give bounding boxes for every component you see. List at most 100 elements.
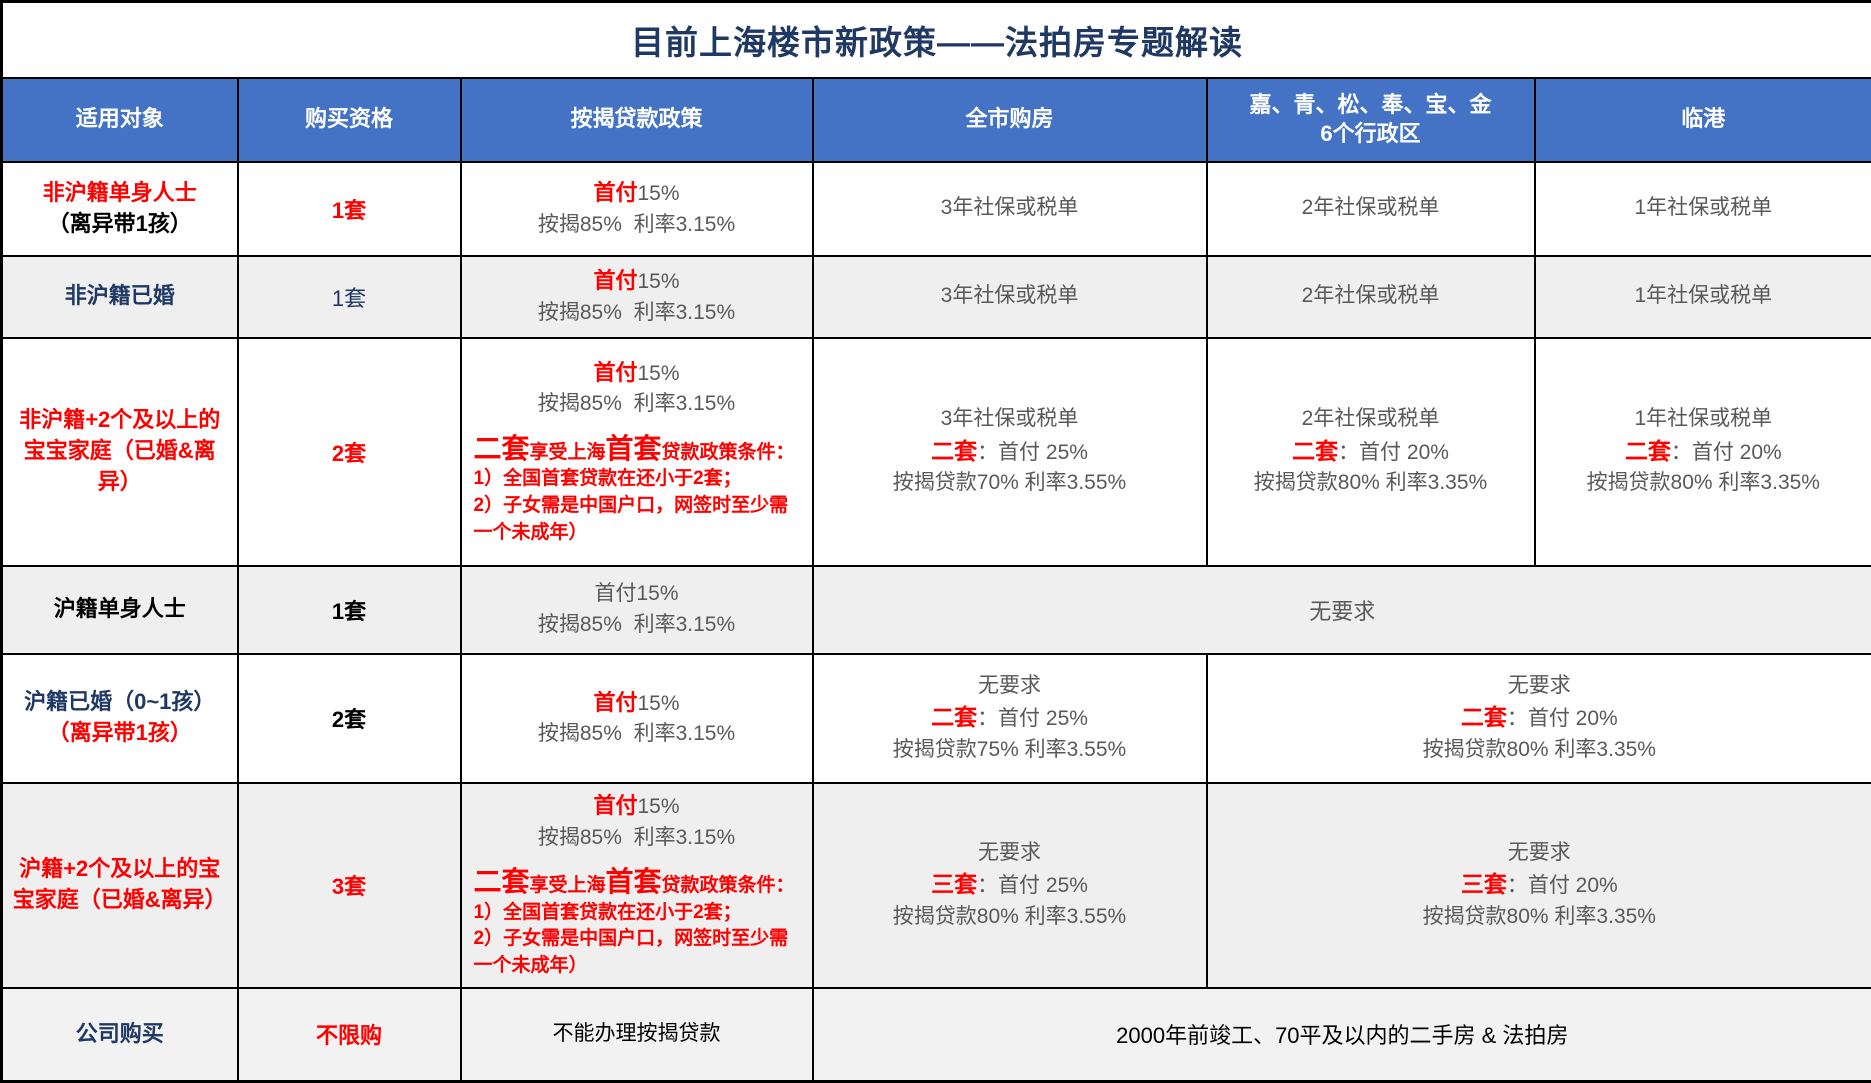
loan-policy-text: 不能办理按揭贷款 [553,1022,721,1045]
requirement-text: 无要求 [1309,599,1375,624]
tier-label: 二套 [1461,704,1507,730]
tier-line: 二套：首付 25% [822,701,1198,734]
target-name: 非沪籍已婚 [9,281,231,312]
cell-r6-target: 沪籍+2个及以上的宝宝家庭（已婚&离异） [2,783,238,988]
tier-label: 二套 [1625,438,1671,464]
condition-text: 贷款政策条件： [662,442,795,463]
requirement-text: 2年社保或税单 [1216,404,1526,434]
cell-r3-target: 非沪籍+2个及以上的宝宝家庭（已婚&离异） [2,338,238,566]
requirement-text: 2年社保或税单 [1302,284,1440,307]
requirement-text: 1年社保或税单 [1634,196,1772,219]
qty-value: 2套 [332,441,366,466]
title-row: 目前上海楼市新政策——法拍房专题解读 [2,2,1871,78]
downpayment-label: 首付 [593,793,637,818]
loan-rate-line: 按揭85% 利率3.15% [470,610,804,640]
target-name-note: （离异带1孩） [9,209,231,240]
requirement-text: 3年社保或税单 [822,404,1198,434]
cell-r2-qty: 1套 [238,256,461,338]
cell-r4-target: 沪籍单身人士 [2,566,238,654]
condition-item: 2）子女需是中国户口，网签时至少需一个未成年） [474,493,800,546]
qty-value: 1套 [332,198,366,223]
cell-r4-all-regions: 无要求 [813,566,1871,654]
cell-r3-qty: 2套 [238,338,461,566]
cell-r6-qty: 3套 [238,783,461,988]
table-row: 非沪籍单身人士 （离异带1孩） 1套 首付15% 按揭85% 利率3.15% 3… [2,162,1871,256]
qty-value: 3套 [332,874,366,899]
tier-line: 三套：首付 20% [1216,868,1864,901]
requirement-text: 无要求 [822,838,1198,868]
loan-rate-line: 按揭85% 利率3.15% [470,210,804,240]
tier-label: 二套 [931,704,977,730]
tier-line: 二套：首付 25% [822,435,1198,468]
downpayment-value: 15% [637,692,679,715]
condition-item: 1）全国首套贷款在还小于2套； [474,900,800,927]
cell-r1-six-districts: 2年社保或税单 [1207,162,1535,256]
cell-r5-qty: 2套 [238,654,461,783]
target-name: 沪籍+2个及以上的宝宝家庭（已婚&离异） [9,854,231,916]
requirement-text: 3年社保或税单 [941,284,1079,307]
condition-text: 贷款政策条件： [662,875,795,896]
qty-value: 1套 [332,599,366,624]
qty-value: 1套 [332,286,366,311]
tier-label: 三套 [931,871,977,897]
cell-r3-six-districts: 2年社保或税单 二套：首付 20% 按揭贷款80% 利率3.35% [1207,338,1535,566]
requirement-text: 1年社保或税单 [1544,404,1864,434]
cell-r7-target: 公司购买 [2,988,238,1082]
tier-detail: ：首付 20% [1338,441,1449,464]
requirement-text: 无要求 [822,671,1198,701]
cell-r1-loan: 首付15% 按揭85% 利率3.15% [461,162,813,256]
table-row: 沪籍+2个及以上的宝宝家庭（已婚&离异） 3套 首付15% 按揭85% 利率3.… [2,783,1871,988]
loan-downpayment-line: 首付15% [470,579,804,609]
cell-r2-lingang: 1年社保或税单 [1535,256,1871,338]
cell-r5-six-and-lingang: 无要求 二套：首付 20% 按揭贷款80% 利率3.35% [1207,654,1871,783]
loan-downpayment-line: 首付15% [470,357,804,389]
cell-r1-citywide: 3年社保或税单 [813,162,1207,256]
downpayment-value: 15% [637,270,679,293]
qty-value: 2套 [332,707,366,732]
cell-r3-lingang: 1年社保或税单 二套：首付 20% 按揭贷款80% 利率3.35% [1535,338,1871,566]
loan-rate-line: 按揭85% 利率3.15% [470,298,804,328]
cell-r4-qty: 1套 [238,566,461,654]
table-row: 沪籍单身人士 1套 首付15% 按揭85% 利率3.15% 无要求 [2,566,1871,654]
tier-label: 二套 [931,438,977,464]
column-header-loan-policy: 按揭贷款政策 [461,78,813,162]
requirement-text: 无要求 [1216,671,1864,701]
downpayment-label: 首付 [593,180,637,205]
loan-rate-line: 按揭贷款75% 利率3.55% [822,735,1198,765]
cell-r2-target: 非沪籍已婚 [2,256,238,338]
tier-detail: ：首付 20% [1507,874,1618,897]
tier-line: 二套：首付 20% [1216,701,1864,734]
cell-r2-citywide: 3年社保或税单 [813,256,1207,338]
target-name-note: （离异带1孩） [9,718,231,749]
condition-item: 1）全国首套贷款在还小于2套； [474,466,800,493]
condition-title: 二套享受上海首套贷款政策条件： [474,434,800,467]
cell-r4-loan: 首付15% 按揭85% 利率3.15% [461,566,813,654]
downpayment-value: 15% [637,362,679,385]
tier-detail: ：首付 20% [1671,441,1782,464]
tier-line: 二套：首付 20% [1544,435,1864,468]
requirement-text: 2年社保或税单 [1302,196,1440,219]
qty-value: 不限购 [316,1023,382,1048]
tier-label: 三套 [1461,871,1507,897]
target-name: 非沪籍单身人士 [9,178,231,209]
condition-keyword: 二套 [474,433,530,464]
column-header-six-districts: 嘉、青、松、奉、宝、金 6个行政区 [1207,78,1535,162]
title-cell: 目前上海楼市新政策——法拍房专题解读 [2,2,1871,78]
loan-rate-line: 按揭85% 利率3.15% [470,719,804,749]
condition-text: 享受上海 [530,875,606,896]
loan-rate-line: 按揭贷款80% 利率3.35% [1544,468,1864,498]
requirement-text: 2000年前竣工、70平及以内的二手房 & 法拍房 [1116,1023,1568,1048]
cell-r5-target: 沪籍已婚（0~1孩） （离异带1孩） [2,654,238,783]
table-row: 非沪籍已婚 1套 首付15% 按揭85% 利率3.15% 3年社保或税单 2年社… [2,256,1871,338]
cell-r6-citywide: 无要求 三套：首付 25% 按揭贷款80% 利率3.55% [813,783,1207,988]
loan-rate-line: 按揭贷款80% 利率3.35% [1216,902,1864,932]
column-header-qualification: 购买资格 [238,78,461,162]
condition-keyword: 首套 [606,433,662,464]
tier-detail: ：首付 20% [1507,707,1618,730]
cell-r1-qty: 1套 [238,162,461,256]
requirement-text: 无要求 [1216,838,1864,868]
cell-r3-loan: 首付15% 按揭85% 利率3.15% 二套享受上海首套贷款政策条件： 1）全国… [461,338,813,566]
column-header-citywide: 全市购房 [813,78,1207,162]
loan-rate-line: 按揭85% 利率3.15% [470,389,804,419]
